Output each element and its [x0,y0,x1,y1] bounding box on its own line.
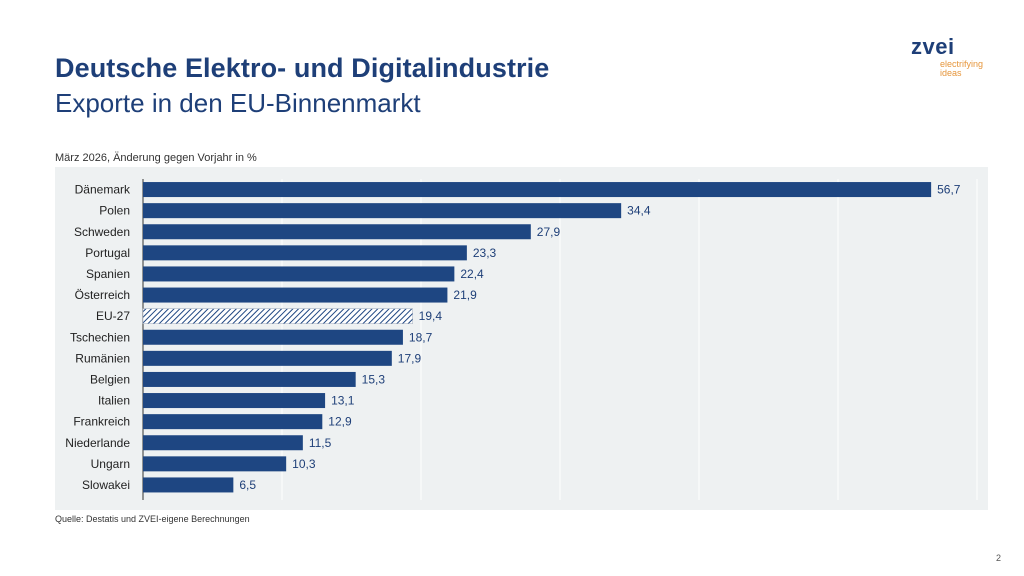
value-label: 19,4 [419,309,443,323]
category-label: Schweden [74,225,130,239]
logo-word: zvei [911,34,955,59]
source-note: Quelle: Destatis und ZVEI-eigene Berechn… [55,514,250,524]
value-label: 56,7 [937,183,961,197]
value-label: 18,7 [409,330,433,344]
page-subtitle: Exporte in den EU-Binnenmarkt [55,88,421,118]
page-title: Deutsche Elektro- und Digitalindustrie [55,53,550,83]
value-label: 17,9 [398,351,422,365]
value-label: 11,5 [309,436,332,450]
value-label: 23,3 [473,246,497,260]
category-label: Belgien [90,372,130,386]
bar-chart: Dänemark 56,7 Polen 34,4 Schweden 27,9 Portuga… [65,179,978,500]
bar [143,371,356,387]
value-label: 22,4 [460,267,484,281]
bar [143,350,392,366]
value-label: 34,4 [627,204,651,218]
bar [143,414,323,430]
category-label: Italien [98,394,130,408]
page-number: 2 [996,553,1002,563]
value-label: 27,9 [537,225,561,239]
zvei-logo: zvei electrifying ideas [911,34,1001,82]
logo-tagline-line1: electrifying [940,59,984,69]
value-label: 10,3 [292,457,316,471]
value-label: 21,9 [453,288,477,302]
bar [143,393,326,409]
bar [143,245,467,261]
value-label: 6,5 [239,478,256,492]
value-label: 12,9 [328,415,352,429]
category-label: Spanien [86,267,130,281]
bar [143,266,455,282]
bar [143,477,234,493]
category-label: Rumänien [75,351,130,365]
category-label: Slowakei [82,478,130,492]
bar [143,287,448,303]
chart-note: März 2026, Änderung gegen Vorjahr in % [55,152,257,164]
category-label: EU-27 [96,309,130,323]
bar [143,224,531,240]
category-label: Polen [99,204,130,218]
bar [143,182,932,198]
logo-tagline-line2: ideas [940,68,962,78]
category-label: Dänemark [75,183,131,197]
value-label: 15,3 [362,372,386,386]
category-label: Tschechien [70,330,130,344]
bar [143,203,622,219]
value-label: 13,1 [331,394,355,408]
bar [142,308,413,324]
category-label: Österreich [75,288,130,302]
bar [143,329,403,345]
category-label: Portugal [85,246,130,260]
category-label: Niederlande [65,436,130,450]
bar [143,456,287,472]
bar [143,435,303,451]
category-label: Ungarn [91,457,130,471]
category-label: Frankreich [73,415,130,429]
